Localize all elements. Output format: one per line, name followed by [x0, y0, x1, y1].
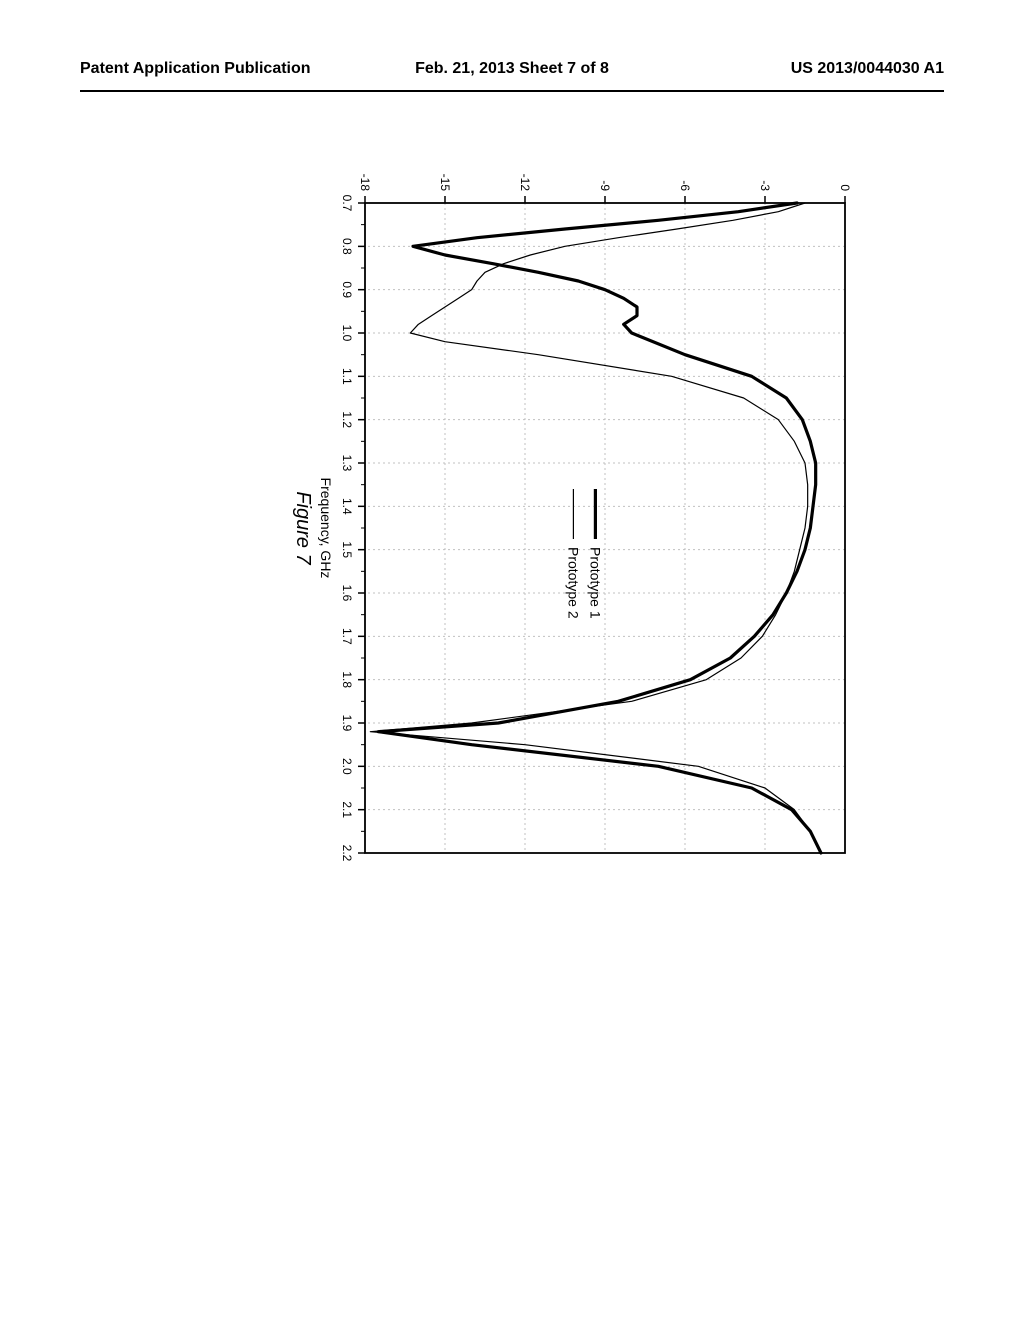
- svg-text:2.2: 2.2: [340, 845, 354, 862]
- svg-text:-3: -3: [758, 180, 772, 191]
- svg-text:0: 0: [838, 184, 852, 191]
- svg-text:1.6: 1.6: [340, 585, 354, 602]
- svg-text:2.1: 2.1: [340, 801, 354, 818]
- svg-text:Prototype 2: Prototype 2: [565, 547, 581, 619]
- svg-text:Frequency, GHz: Frequency, GHz: [318, 478, 334, 579]
- chart-container: 0.70.80.91.01.11.21.31.41.51.61.71.81.92…: [375, 155, 855, 865]
- svg-text:-15: -15: [438, 174, 452, 192]
- svg-text:Figure 7: Figure 7: [292, 491, 314, 565]
- page-header: Patent Application Publication Feb. 21, …: [80, 60, 944, 92]
- svg-text:1.8: 1.8: [340, 671, 354, 688]
- svg-text:1.7: 1.7: [340, 628, 354, 645]
- page: Patent Application Publication Feb. 21, …: [0, 0, 1024, 1320]
- header-right: US 2013/0044030 A1: [791, 60, 944, 78]
- svg-text:0.7: 0.7: [340, 195, 354, 212]
- return-loss-chart: 0.7 0.8 0.9 1.0 1.1 1.2 1.3 1.4 1.5 1.6 1.7 1.8 1.9 2…: [285, 155, 855, 865]
- svg-text:1.9: 1.9: [340, 715, 354, 732]
- svg-text:1.1: 1.1: [340, 368, 354, 385]
- svg-text:-9: -9: [598, 180, 612, 191]
- svg-text:1.5: 1.5: [340, 541, 354, 558]
- svg-text:1.2: 1.2: [340, 411, 354, 428]
- svg-text:Prototype 1: Prototype 1: [587, 547, 603, 619]
- svg-text:0.9: 0.9: [340, 281, 354, 298]
- svg-text:-6: -6: [678, 180, 692, 191]
- svg-text:-12: -12: [518, 174, 532, 192]
- svg-text:0.8: 0.8: [340, 238, 354, 255]
- svg-text:1.0: 1.0: [340, 325, 354, 342]
- svg-text:-18: -18: [358, 174, 372, 192]
- svg-text:1.3: 1.3: [340, 455, 354, 472]
- svg-text:2.0: 2.0: [340, 758, 354, 775]
- svg-text:1.4: 1.4: [340, 498, 354, 515]
